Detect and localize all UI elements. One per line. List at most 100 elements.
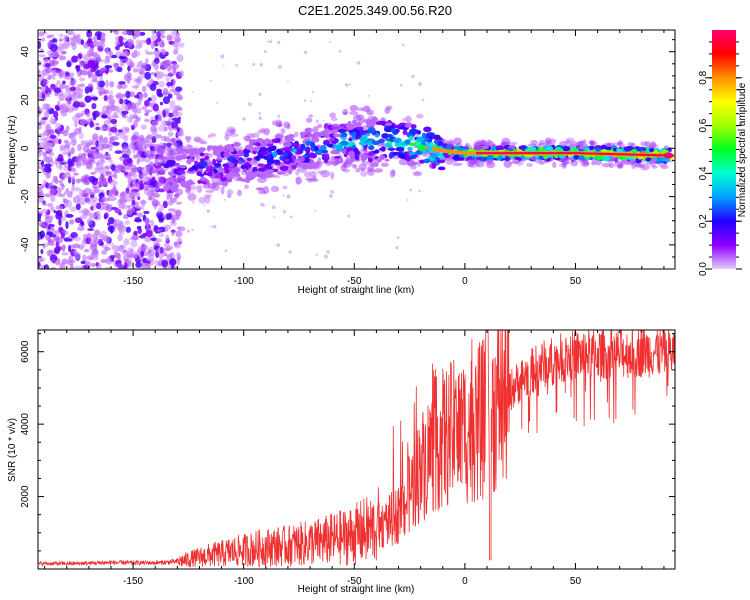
spectrum-speck [50,115,54,122]
spectrum-blob [601,155,610,162]
spectrum-speck [144,71,151,80]
x-tick-label: -100 [234,576,254,587]
spectrum-speck [41,116,48,121]
figure-title: C2E1.2025.349.00.56.R20 [298,3,452,18]
spectrum-speck [174,243,182,249]
spectrum-speck [108,132,113,136]
spectrum-blob [367,151,374,157]
spectrum-halo [164,150,172,156]
spectrum-speck [74,265,82,269]
spectrum-speck [172,106,179,114]
spectrum-blob [351,131,357,138]
spectrum-speck [45,182,50,189]
spectrum-speck [133,230,138,236]
y-tick-label: 40 [20,46,31,58]
spectrum-speck [159,204,164,212]
spectrum-speck [84,95,92,103]
spectrum-speck [91,73,98,82]
spectrum-speck [167,93,173,99]
spectrum-blob [191,148,201,155]
snr-plot-area [38,330,675,569]
spectrum-speck [89,86,93,93]
spectrum-speck [82,119,88,125]
spectrum-speck [85,261,92,268]
spectrum-blob [177,154,184,160]
spectrum-halo [101,195,106,203]
spectrum-blob [257,167,267,172]
spectrum-halo [582,162,590,166]
spectrum-speck [203,204,206,207]
spectrum-halo [282,185,288,190]
spectrum-speck [95,210,101,217]
spectrum-halo [99,136,104,144]
spectrum-speck [40,248,44,255]
spectrum-blob [212,158,217,165]
spectrum-halo [78,197,87,205]
spectrum-speck [140,250,145,257]
spectrum-speck [79,83,85,88]
spectrum-speck [126,157,133,164]
spectrum-speck [46,34,51,39]
spectrum-speck [39,230,45,239]
spectrum-halo [109,180,118,186]
spectrum-halo [313,125,320,131]
spectrum-blob [409,128,418,135]
spectrum-blob [407,152,417,156]
spectrum-speck [47,226,51,230]
spectrum-halo [316,170,327,175]
spectrum-speck [52,50,59,58]
spectrogram-frame [37,29,676,270]
spectrum-speck [158,232,165,238]
spectrum-speck [71,184,75,189]
spectrum-speck [93,54,101,61]
spectrum-speck [105,170,113,175]
spectrum-speck [192,90,194,93]
spectrum-blob [433,139,438,144]
spectrum-speck [127,172,134,177]
spectrum-speck [119,244,124,253]
spectrum-speck [191,228,194,232]
spectrum-speck [70,139,77,147]
spectrum-speck [156,88,162,93]
spectrum-speck [57,129,66,135]
spectrum-speck [151,127,158,136]
spectrum-blob [454,154,460,158]
spectrum-speck [146,37,152,45]
spectrum-blob [204,155,210,160]
spectrum-blob [421,144,427,151]
spectrum-speck [38,255,44,262]
spectrum-speck [144,112,149,116]
spectrum-halo [412,171,423,177]
spectrum-speck [89,243,95,249]
spectrum-blob [202,152,210,157]
spectrum-speck [159,30,165,35]
spectrum-speck [152,103,159,112]
spectrum-speck [63,172,71,179]
spectrum-speck [56,209,63,217]
spectrogram-data [38,30,675,269]
spectrum-speck [418,189,421,193]
spectrum-speck [84,86,90,94]
spectrum-speck [85,112,91,118]
spectrum-speck [38,213,42,217]
spectrum-speck [58,218,62,226]
spectrum-speck [131,251,139,259]
spectrum-blob [359,136,369,142]
spectrum-halo [96,162,104,171]
spectrum-speck [149,257,155,266]
spectrum-blob [426,132,435,137]
spectrum-speck [100,241,104,246]
spectrum-speck [114,40,120,46]
spectrogram-y-axis-label: Frequency (Hz) [7,116,18,185]
spectrum-speck [105,107,112,115]
spectrum-speck [86,218,93,225]
spectrum-halo [195,154,201,161]
spectrum-speck [345,83,349,87]
spectrum-blob [393,124,402,129]
spectrum-speck [119,59,124,67]
spectrum-speck [42,79,49,85]
spectrum-blob [176,148,185,155]
spectrum-blob [518,145,526,150]
spectrum-halo [257,129,266,134]
